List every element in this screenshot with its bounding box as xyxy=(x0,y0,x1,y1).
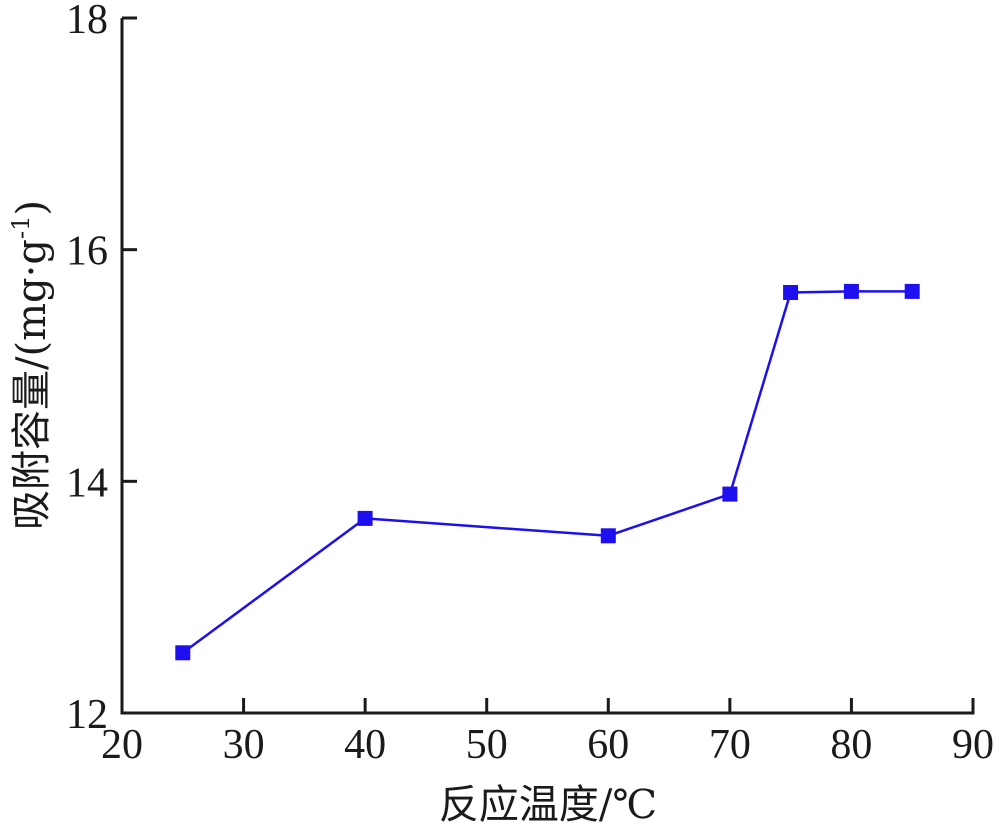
data-point-marker xyxy=(722,486,738,502)
data-point-marker xyxy=(783,285,799,300)
y-axis-title-superscript: -1 xyxy=(7,216,35,239)
data-point-marker xyxy=(904,283,920,299)
y-tick-label: 14 xyxy=(66,460,108,506)
series-group xyxy=(175,283,920,661)
series-line xyxy=(182,290,913,654)
x-tick-label: 70 xyxy=(709,722,751,768)
data-point-marker xyxy=(600,528,616,544)
x-tick-label: 50 xyxy=(466,722,508,768)
x-tick-label: 40 xyxy=(344,722,386,768)
y-tick-label: 18 xyxy=(66,0,108,43)
axes xyxy=(120,18,975,715)
y-axis-title-close: ) xyxy=(9,200,55,216)
y-axis-title-main: 吸附容量/(mg·g xyxy=(9,239,55,530)
x-tick-label: 90 xyxy=(952,722,994,768)
y-axis-title: 吸附容量/(mg·g-1) xyxy=(7,200,55,530)
x-tick-label: 20 xyxy=(101,722,143,768)
x-axis-ticks: 20 30 40 50 60 70 80 90 xyxy=(101,698,994,768)
x-tick-label: 60 xyxy=(587,722,629,768)
y-tick-label: 16 xyxy=(66,229,108,275)
y-axis-ticks: 12 14 16 18 xyxy=(66,0,137,738)
data-point-marker xyxy=(843,283,859,299)
data-point-marker xyxy=(175,645,191,661)
y-tick-label: 12 xyxy=(66,692,108,738)
x-tick-label: 80 xyxy=(830,722,872,768)
x-tick-label: 30 xyxy=(223,722,265,768)
data-point-marker xyxy=(357,510,373,526)
x-axis-title: 反应温度/℃ xyxy=(439,782,657,828)
